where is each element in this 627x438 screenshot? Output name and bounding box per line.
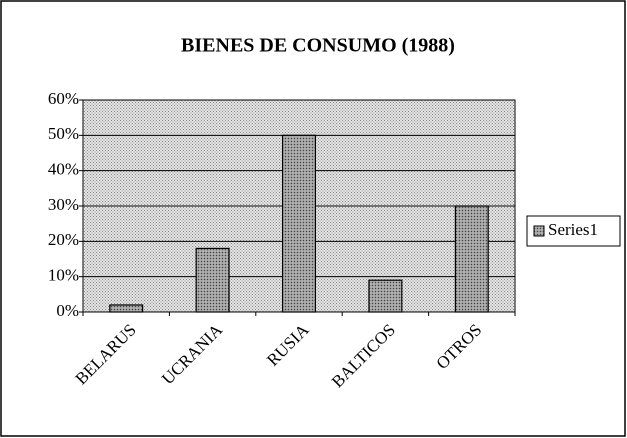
y-tick-label: 0% [56,301,79,320]
legend-swatch [533,225,545,237]
y-tick-label: 30% [48,195,79,214]
bar [454,205,489,313]
y-tick-label: 40% [48,160,79,179]
chart-title: BIENES DE CONSUMO (1988) [181,35,455,57]
y-tick-label: 20% [48,230,79,249]
bar [281,134,317,313]
bar [195,247,230,313]
y-tick-label: 10% [48,266,79,285]
legend-label: Series1 [548,220,598,239]
bar [109,304,144,313]
bar [368,279,403,313]
y-tick-label: 60% [48,89,79,108]
legend-box [526,215,621,247]
y-tick-label: 50% [48,124,79,143]
